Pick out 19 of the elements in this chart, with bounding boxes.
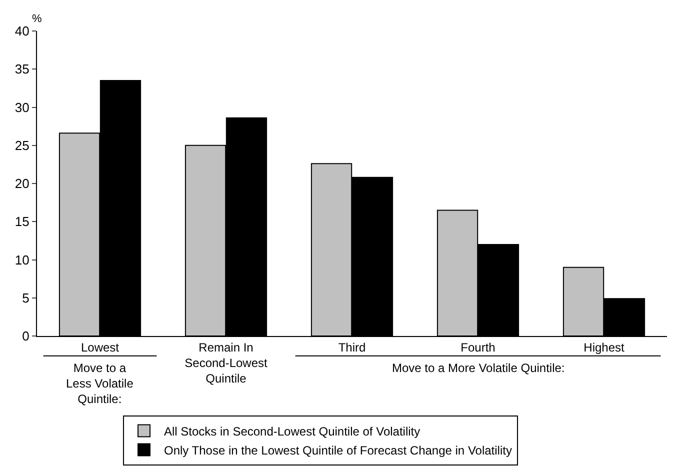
x-tick-label: Remain In Second-Lowest Quintile [184,340,268,386]
y-tick-label: 35 [14,62,30,77]
x-tick-label: Highest [584,340,626,354]
legend-label: All Stocks in Second-Lowest Quintile of Volatility [164,424,420,438]
y-tick-label: 25 [14,138,30,153]
y-tick-label: 40 [14,24,30,39]
legend-label: Only Those in the Lowest Quintile of Forecast Change in Volatility [164,443,512,458]
y-axis-title: % [32,13,42,25]
y-tick-label: 30 [14,100,30,115]
x-tick-label: Fourth [460,340,496,354]
y-tick-label: 5 [22,290,30,306]
text: Move to a Less Volatile Quintile: [66,361,134,406]
x-tick-label: Lowest [80,340,120,354]
y-tick-label: 20 [14,176,30,192]
text: Move to a More Volatile Quintile: [392,361,565,375]
y-tick-label: 10 [14,252,30,268]
y-tick-label: 15 [14,214,30,230]
y-tick-label: 0 [22,328,30,344]
x-tick-label: Third [338,340,366,354]
